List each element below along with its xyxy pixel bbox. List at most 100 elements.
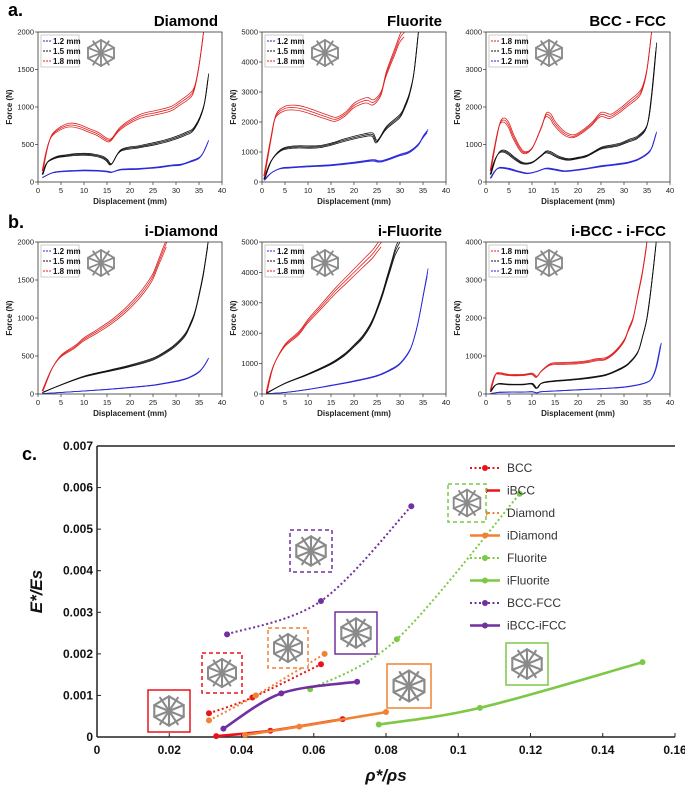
legend-entry: 1.2 mm: [277, 247, 305, 256]
data-point-BCC: [317, 661, 324, 668]
curve-1.5mm-rep2: [490, 46, 657, 175]
lattice-icon: [452, 488, 482, 518]
x-tick-label: 0: [484, 398, 488, 407]
lattice-icon: [207, 658, 237, 688]
legend-entry: 1.2 mm: [53, 247, 81, 256]
legend-entry: 1.5 mm: [53, 47, 81, 56]
curves-a2: [263, 32, 429, 181]
data-point-BCC-FCC: [317, 598, 324, 605]
data-point-iFluorite: [476, 704, 483, 711]
legend-entry: 1.8 mm: [501, 37, 529, 46]
x-axis-label: Displacement (mm): [93, 409, 167, 418]
lattice-icon-strut: [212, 659, 232, 687]
chart-b2: 0 5 10 15 20 25 30 35 40 0 1000 2000 3000 4000 5000 Dis…: [229, 223, 450, 418]
y-axis-label: Force (N): [229, 89, 238, 124]
lattice-icon-strut: [316, 40, 334, 66]
y-tick-label: 2000: [17, 28, 34, 37]
x-tick-label: 10: [80, 186, 88, 195]
lattice-icon-strut: [92, 40, 110, 66]
x-tick-label: 35: [419, 398, 427, 407]
legend-entry: BCC-FCC: [507, 596, 561, 610]
legend-marker: [482, 465, 488, 471]
x-tick-label: 0: [36, 186, 40, 195]
legend-entry: iBCC-iFCC: [507, 619, 567, 633]
x-tick-label: 5: [283, 186, 287, 195]
curve-1.8mm-rep1: [263, 36, 405, 177]
panel-label-b: b.: [8, 212, 24, 232]
chart-b3: 0 5 10 15 20 25 30 35 40 0 1000 2000 3000 4000 Displac…: [453, 223, 674, 418]
curve-1.8mm-rep1: [41, 36, 204, 172]
curve-1.2mm-rep3: [264, 129, 429, 181]
y-tick-label: 1000: [241, 148, 258, 157]
panel-label-c: c.: [22, 444, 37, 464]
x-tick-label: 0.1: [450, 743, 467, 757]
x-tick-label: 35: [195, 398, 203, 407]
curve-1.2mm-rep3: [490, 131, 658, 179]
curve-1.2mm-rep1: [490, 346, 661, 394]
x-axis-label: ρ*/ρs: [364, 766, 406, 785]
lattice-icon: [511, 648, 543, 680]
lattice-icon: [340, 617, 372, 649]
curve-1.8mm-rep3: [266, 242, 379, 393]
series-line-Fluorite: [309, 493, 521, 691]
curve-1.2mm-rep2: [42, 141, 209, 178]
y-tick-label: 1000: [17, 103, 34, 112]
y-tick-label: 0: [254, 390, 258, 399]
y-tick-label: 1000: [465, 352, 482, 361]
lattice-icon-strut: [540, 40, 558, 66]
chart-title: Diamond: [154, 13, 218, 30]
x-tick-label: 40: [666, 186, 674, 195]
chart-title: i-BCC - i-FCC: [571, 223, 666, 240]
x-tick-label: 20: [126, 398, 134, 407]
y-tick-label: 4000: [241, 58, 258, 67]
data-point-Diamond: [252, 692, 259, 699]
x-tick-label: 0.16: [663, 743, 685, 757]
y-tick-label: 0.001: [63, 688, 93, 702]
x-tick-label: 0.02: [158, 743, 182, 757]
curve-1.2mm-rep2: [266, 272, 428, 394]
data-point-iFluorite: [375, 721, 382, 728]
x-tick-label: 20: [574, 186, 582, 195]
curves-a1: [41, 32, 210, 178]
y-axis-label: E*/Es: [27, 570, 46, 613]
y-tick-label: 0.007: [63, 439, 93, 453]
x-tick-label: 0: [94, 743, 101, 757]
x-tick-label: 20: [574, 398, 582, 407]
x-tick-label: 0.14: [591, 743, 615, 757]
curve-1.5mm-rep3: [490, 42, 658, 175]
lattice-icon-strut: [458, 490, 476, 516]
lattice-icon-strut: [92, 250, 110, 276]
x-tick-label: 15: [327, 186, 335, 195]
x-tick-label: 0.12: [519, 743, 543, 757]
curve-1.8mm-rep3: [42, 32, 204, 171]
legend-entry: 1.5 mm: [501, 47, 529, 56]
curve-1.8mm-rep2: [490, 242, 648, 391]
x-tick-label: 10: [304, 398, 312, 407]
x-axis-label: Displacement (mm): [317, 197, 391, 206]
y-tick-label: 1000: [241, 359, 258, 368]
x-axis-label: Displacement (mm): [93, 197, 167, 206]
x-tick-label: 30: [396, 398, 404, 407]
x-tick-label: 35: [195, 186, 203, 195]
legend-marker: [482, 532, 488, 539]
legend-entry: 1.2 mm: [501, 57, 529, 66]
lattice-icon: [311, 249, 339, 277]
panel-label-a: a.: [8, 0, 23, 20]
curve-1.2mm-rep1: [266, 276, 428, 394]
x-tick-label: 35: [643, 398, 651, 407]
y-axis-label: Force (N): [5, 89, 14, 124]
legend-entry: iBCC: [507, 484, 535, 498]
series-line-iDiamond: [244, 710, 387, 737]
y-tick-label: 0: [478, 178, 482, 187]
x-tick-label: 15: [327, 398, 335, 407]
x-tick-label: 15: [103, 398, 111, 407]
legend-entry: 1.2 mm: [277, 37, 305, 46]
data-point-iBCC-iFCC: [220, 725, 227, 732]
legend-entry: 1.8 mm: [501, 247, 529, 256]
y-tick-label: 0: [30, 390, 34, 399]
x-tick-label: 0: [260, 398, 264, 407]
lattice-icon: [153, 695, 185, 727]
lattice-icon-strut: [316, 250, 334, 276]
y-axis-label: Force (N): [453, 300, 462, 335]
y-tick-label: 3000: [465, 276, 482, 285]
